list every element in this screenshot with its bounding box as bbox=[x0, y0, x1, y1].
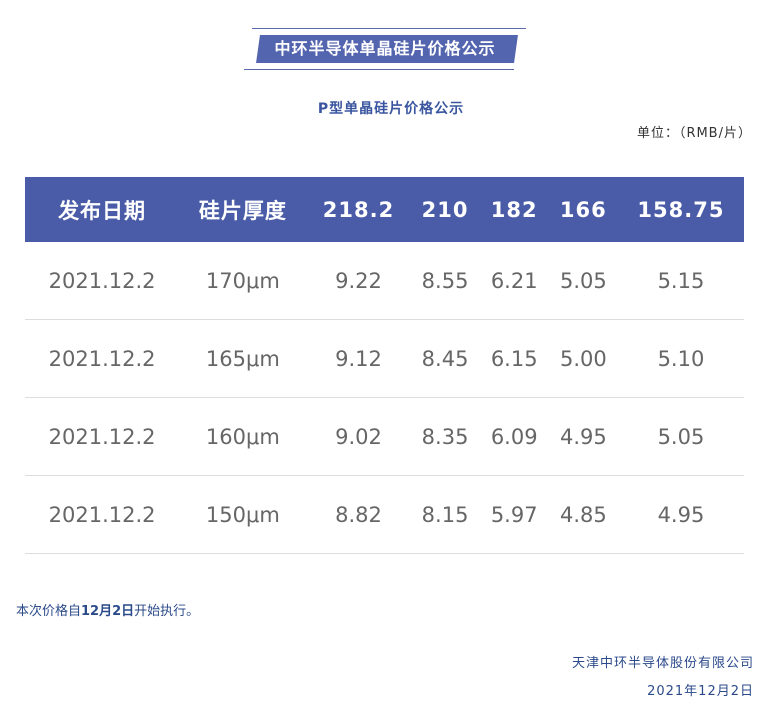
column-header: 发布日期 bbox=[25, 177, 180, 242]
table-cell: 2021.12.2 bbox=[25, 397, 180, 476]
table-cell: 5.05 bbox=[617, 397, 744, 476]
subtitle: P型单晶硅片价格公示 bbox=[317, 101, 465, 117]
column-header: 218.2 bbox=[306, 177, 411, 242]
table-cell: 170μm bbox=[179, 242, 307, 320]
table-cell: 8.55 bbox=[410, 242, 480, 320]
table-cell: 5.97 bbox=[479, 475, 549, 554]
note-date: 12月2日 bbox=[81, 604, 135, 619]
publish-date: 2021年12月2日 bbox=[647, 684, 754, 699]
table-header-row: 发布日期 硅片厚度 218.2 210 182 166 158.75 bbox=[25, 177, 744, 242]
divider bbox=[252, 28, 526, 29]
table-cell: 8.35 bbox=[410, 397, 480, 476]
divider bbox=[244, 69, 514, 70]
table-cell: 8.15 bbox=[410, 475, 480, 554]
table-cell: 8.82 bbox=[306, 475, 411, 554]
title-banner: 中环半导体单晶硅片价格公示 bbox=[244, 28, 526, 70]
unit-label: 单位：（RMB/片） bbox=[636, 126, 752, 141]
table-cell: 9.22 bbox=[306, 242, 411, 320]
table-cell: 4.95 bbox=[617, 475, 744, 554]
column-header: 158.75 bbox=[617, 177, 744, 242]
table-cell: 6.09 bbox=[479, 397, 549, 476]
table-cell: 5.00 bbox=[548, 319, 618, 398]
column-header: 硅片厚度 bbox=[179, 177, 307, 242]
column-header: 166 bbox=[548, 177, 618, 242]
table-cell: 150μm bbox=[179, 475, 307, 554]
table-cell: 4.85 bbox=[548, 475, 618, 554]
effective-note: 本次价格自12月2日开始执行。 bbox=[16, 600, 199, 619]
table-cell: 8.45 bbox=[410, 319, 480, 398]
table-cell: 2021.12.2 bbox=[25, 319, 180, 398]
price-table: 发布日期 硅片厚度 218.2 210 182 166 158.75 2021.12.2 17… bbox=[25, 177, 744, 554]
table-cell: 5.10 bbox=[617, 319, 744, 398]
table-cell: 165μm bbox=[179, 319, 307, 398]
table-cell: 6.15 bbox=[479, 319, 549, 398]
table-cell: 2021.12.2 bbox=[25, 475, 180, 554]
column-header: 182 bbox=[479, 177, 549, 242]
company-name: 天津中环半导体股份有限公司 bbox=[571, 656, 754, 671]
page-title: 中环半导体单晶硅片价格公示 bbox=[274, 39, 496, 58]
table-cell: 5.05 bbox=[548, 242, 618, 320]
table-cell: 2021.12.2 bbox=[25, 242, 180, 320]
note-text: 本次价格自 bbox=[16, 604, 82, 619]
table-row: 2021.12.2 165μm 9.12 8.45 6.15 5.00 5.10 bbox=[25, 319, 744, 398]
table-row: 2021.12.2 160μm 9.02 8.35 6.09 4.95 5.05 bbox=[25, 397, 744, 476]
column-header: 210 bbox=[410, 177, 480, 242]
table-cell: 5.15 bbox=[617, 242, 744, 320]
table-row: 2021.12.2 170μm 9.22 8.55 6.21 5.05 5.15 bbox=[25, 242, 744, 320]
table-cell: 6.21 bbox=[479, 242, 549, 320]
table-row: 2021.12.2 150μm 8.82 8.15 5.97 4.85 4.95 bbox=[25, 475, 744, 554]
table-cell: 9.12 bbox=[306, 319, 411, 398]
note-text: 开始执行。 bbox=[134, 604, 200, 619]
table-cell: 4.95 bbox=[548, 397, 618, 476]
table-cell: 160μm bbox=[179, 397, 307, 476]
table-cell: 9.02 bbox=[306, 397, 411, 476]
